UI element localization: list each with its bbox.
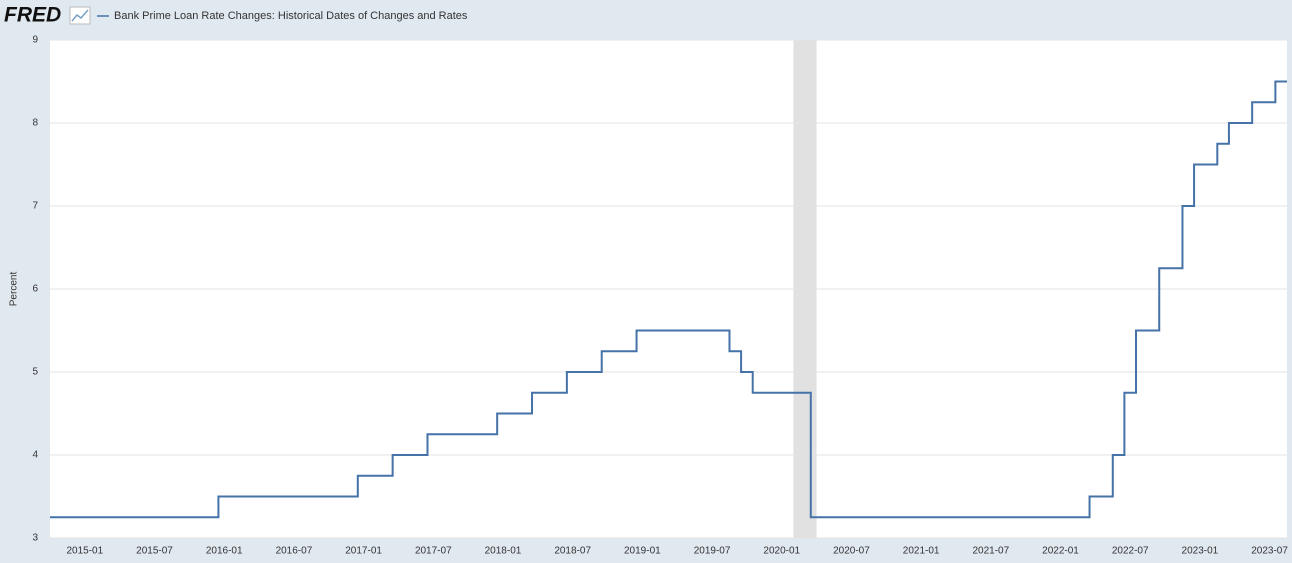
y-tick-label: 6 [32,284,38,295]
x-tick-label: 2022-01 [1042,546,1079,557]
x-tick-label: 2023-01 [1182,546,1219,557]
y-tick-label: 5 [32,367,38,378]
x-tick-label: 2021-07 [972,546,1009,557]
x-tick-label: 2017-01 [345,546,382,557]
y-tick-label: 3 [32,533,38,544]
x-tick-label: 2023-07 [1251,546,1288,557]
data-line [50,80,1287,519]
y-tick-label: 7 [32,201,38,212]
x-tick-label: 2019-01 [624,546,661,557]
x-tick-label: 2015-07 [136,546,173,557]
y-tick-label: 8 [32,118,38,129]
x-tick-label: 2019-07 [694,546,731,557]
x-tick-label: 2017-07 [415,546,452,557]
x-tick-label: 2016-07 [276,546,313,557]
legend-label: Bank Prime Loan Rate Changes: Historical… [114,10,468,22]
x-tick-label: 2015-01 [66,546,103,557]
x-tick-label: 2020-01 [763,546,800,557]
y-axis-label: Percent [9,272,20,307]
x-tick-label: 2022-07 [1112,546,1149,557]
x-tick-label: 2016-01 [206,546,243,557]
x-tick-label: 2020-07 [833,546,870,557]
x-tick-label: 2018-01 [485,546,522,557]
logo: FRED [4,4,61,27]
x-tick-label: 2018-07 [554,546,591,557]
logo-icon [69,6,91,25]
y-tick-label: 4 [32,450,38,461]
x-tick-label: 2021-01 [903,546,940,557]
y-tick-label: 9 [32,35,38,46]
